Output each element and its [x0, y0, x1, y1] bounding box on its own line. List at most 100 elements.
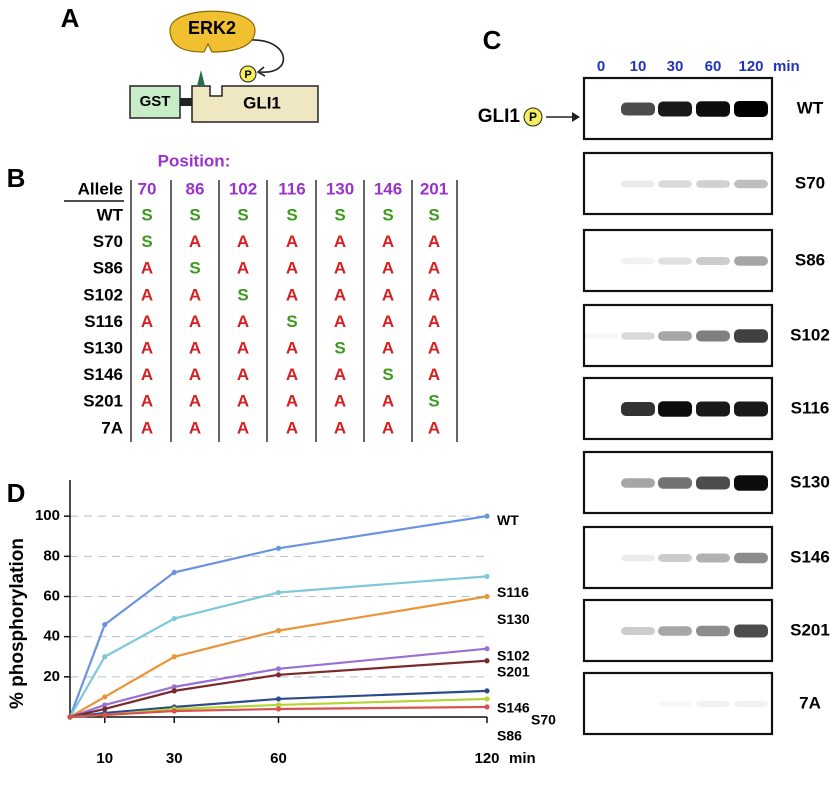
- residue: A: [189, 312, 201, 331]
- band: [696, 625, 730, 637]
- linker: [180, 98, 192, 106]
- residue: A: [428, 259, 440, 278]
- phospho-label: P: [529, 110, 537, 124]
- series-label: S130: [497, 611, 530, 627]
- residue: A: [286, 285, 298, 304]
- residue: A: [334, 392, 346, 411]
- residue: A: [237, 312, 249, 331]
- residue: A: [286, 418, 298, 437]
- residue: A: [141, 418, 153, 437]
- position-header: 201: [420, 179, 448, 198]
- band: [584, 333, 618, 339]
- data-point: [275, 696, 282, 702]
- band: [696, 476, 730, 490]
- x-tick-label: 30: [166, 750, 183, 767]
- residue: S: [428, 205, 439, 224]
- residue: A: [237, 259, 249, 278]
- gli1-shape: [191, 85, 319, 123]
- residue: A: [382, 392, 394, 411]
- residue: A: [334, 312, 346, 331]
- gst-label: GST: [140, 93, 171, 110]
- band: [621, 478, 655, 488]
- residue: A: [382, 285, 394, 304]
- arrow: [249, 39, 285, 73]
- band: [734, 475, 768, 491]
- band: [734, 101, 768, 117]
- data-point: [171, 615, 177, 622]
- lane-label: 60: [705, 58, 722, 75]
- band: [696, 180, 730, 188]
- residue: S: [189, 205, 200, 224]
- allele-label: S201: [83, 392, 123, 411]
- residue: A: [428, 285, 440, 304]
- residue: S: [237, 285, 248, 304]
- data-point: [275, 545, 282, 551]
- position-header: 116: [278, 179, 305, 198]
- data-point: [102, 694, 108, 700]
- residue: A: [141, 259, 153, 278]
- position-header: 102: [229, 179, 257, 198]
- gst-box: [129, 85, 181, 119]
- band: [734, 179, 768, 189]
- allele-label: S70: [795, 173, 825, 192]
- band: [658, 477, 692, 489]
- y-tick-label: 100: [35, 507, 60, 524]
- residue: A: [334, 365, 346, 384]
- residue: A: [189, 285, 201, 304]
- series-label: S116: [497, 584, 529, 600]
- residue: A: [382, 418, 394, 437]
- x-unit: min: [509, 750, 536, 767]
- data-point: [102, 706, 108, 712]
- residue: A: [428, 418, 440, 437]
- band: [658, 626, 692, 636]
- residue: A: [428, 312, 440, 331]
- allele-label: S86: [93, 259, 123, 278]
- lane-label: 30: [667, 58, 684, 75]
- blot-box: [582, 525, 774, 590]
- residue: S: [141, 232, 152, 251]
- series-label: S86: [497, 728, 522, 744]
- band: [696, 553, 730, 563]
- data-point: [275, 672, 282, 678]
- x-tick-label: 120: [474, 750, 499, 767]
- residue: S: [237, 205, 248, 224]
- data-point: [171, 654, 177, 660]
- allele-label: WT: [797, 98, 824, 117]
- kinase-shape: [169, 10, 256, 53]
- panel-label: D: [7, 478, 26, 508]
- band: [621, 102, 655, 116]
- lane-label: 10: [630, 58, 647, 75]
- data-point: [275, 702, 282, 708]
- allele-label: S130: [790, 472, 830, 491]
- allele-label: S116: [791, 398, 830, 417]
- data-point: [171, 688, 177, 694]
- data-point: [484, 688, 490, 694]
- allele-label: S130: [83, 338, 123, 357]
- band: [734, 401, 768, 417]
- residue: A: [141, 392, 153, 411]
- diagram: ERK2 GST GLI1 P: [129, 10, 319, 123]
- band: [658, 180, 692, 188]
- residue: S: [286, 205, 297, 224]
- band: [621, 180, 655, 188]
- y-tick-label: 60: [43, 587, 60, 604]
- residue: S: [189, 259, 200, 278]
- site-marker: [197, 70, 205, 86]
- y-axis-label: % phosphorylation: [7, 538, 28, 709]
- data-point: [102, 654, 108, 660]
- series-label: S70: [531, 712, 556, 728]
- data-point: [484, 646, 490, 652]
- x-tick-label: 10: [96, 750, 113, 767]
- y-tick-label: 40: [43, 628, 60, 645]
- residue: S: [286, 312, 297, 331]
- phospho-label: P: [244, 69, 251, 81]
- allele-label: S70: [93, 232, 123, 251]
- allele-label: S102: [83, 285, 123, 304]
- header-label: Allele: [78, 179, 123, 198]
- band: [734, 700, 768, 708]
- residue: A: [189, 392, 201, 411]
- series-label: S146: [497, 700, 530, 716]
- lane-label: 0: [597, 58, 605, 75]
- residue: A: [334, 232, 346, 251]
- band: [621, 332, 655, 340]
